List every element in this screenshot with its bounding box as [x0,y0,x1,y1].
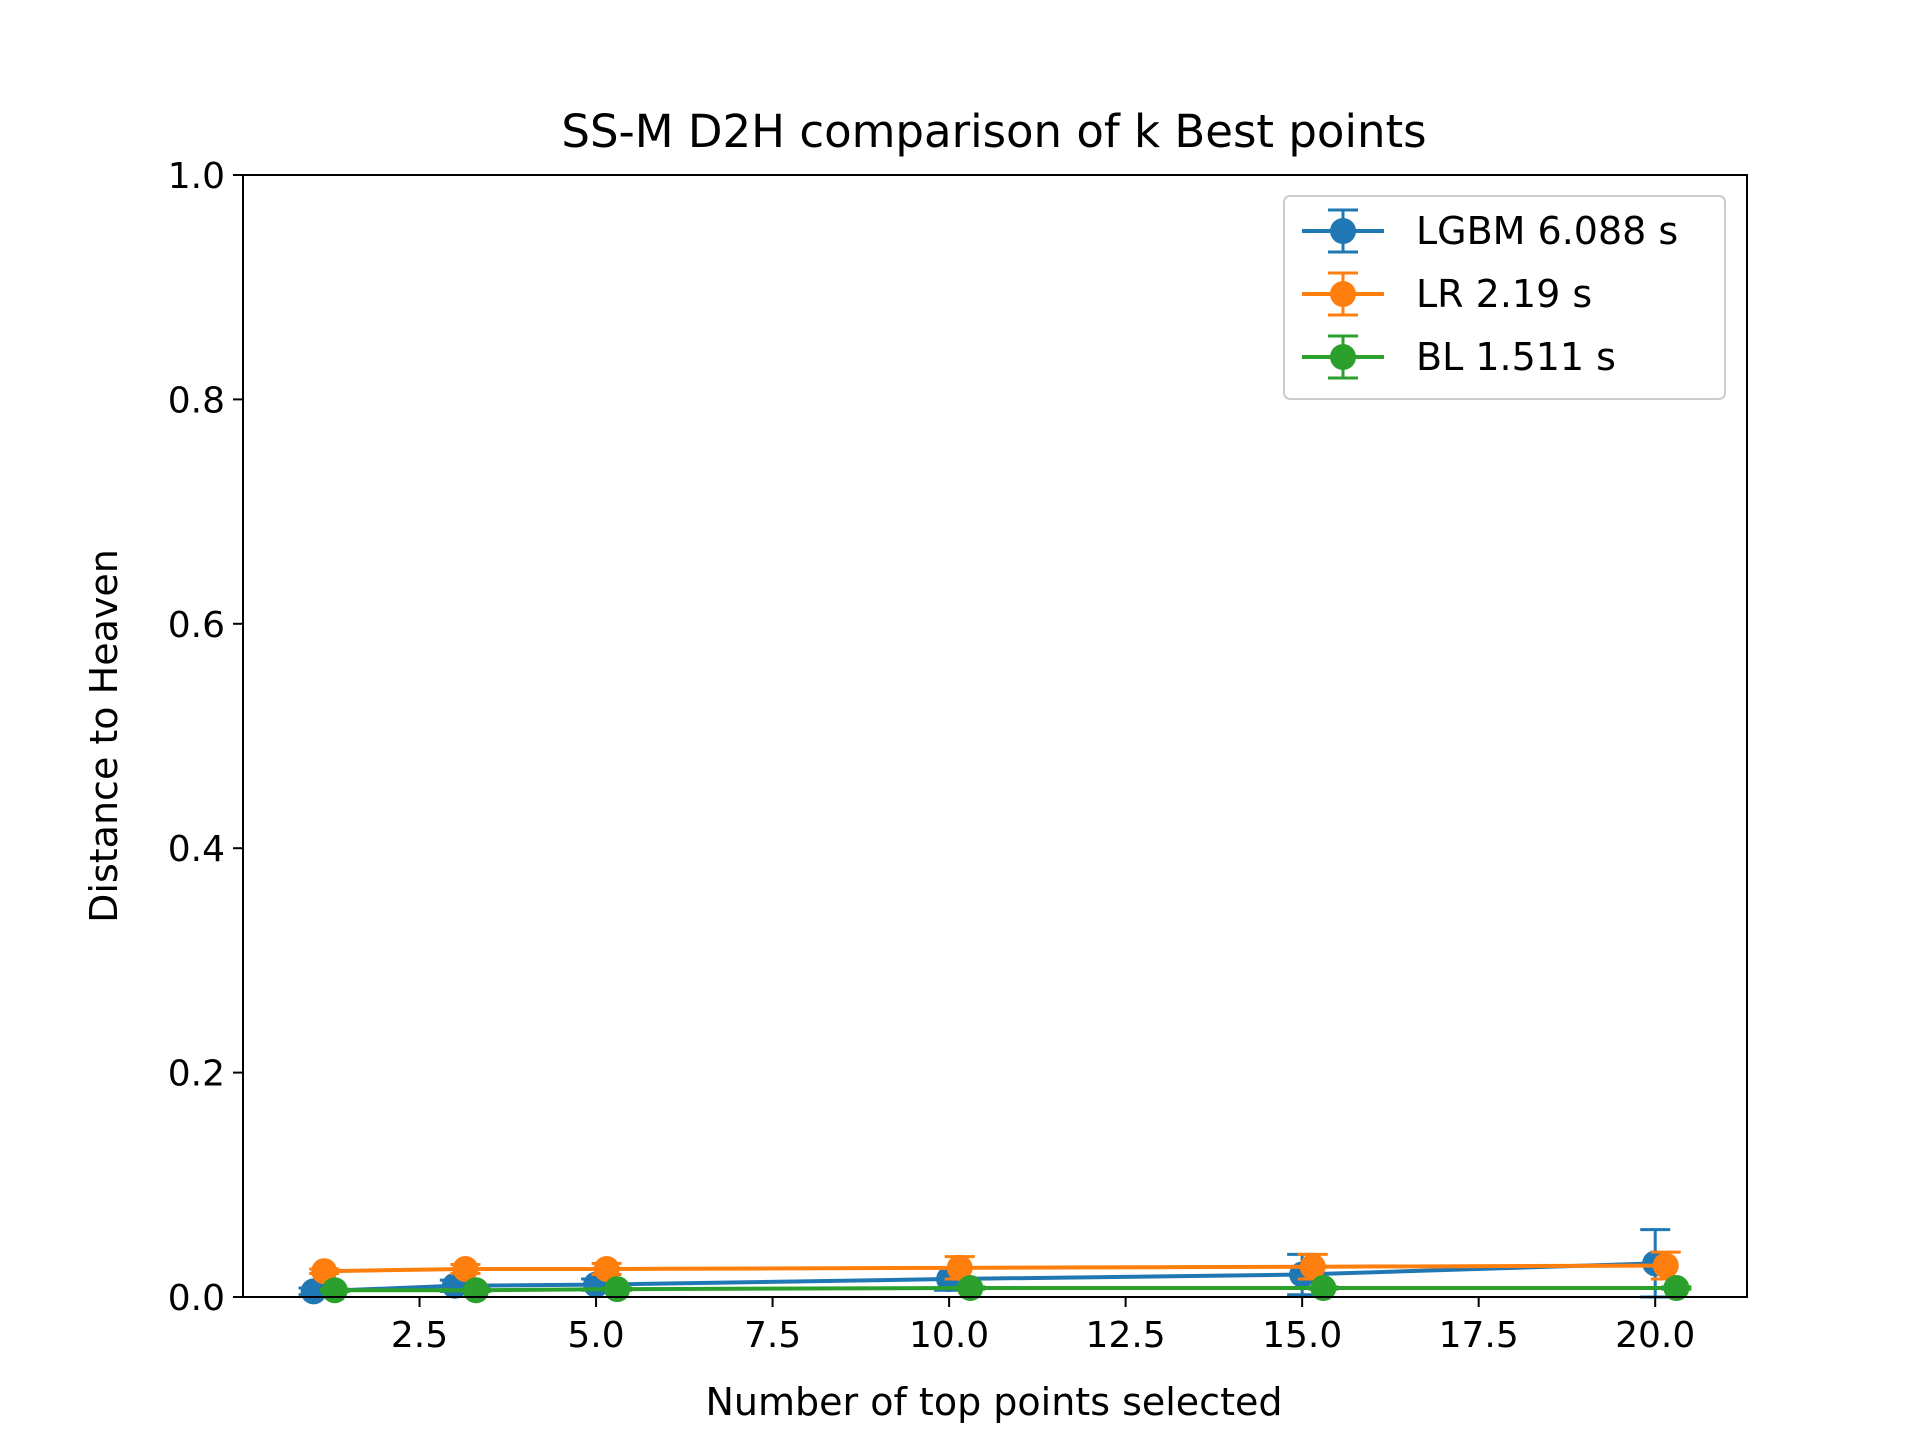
data-point [321,1277,348,1304]
data-point [463,1277,490,1304]
legend-marker [1330,218,1356,244]
legend-entry: BL 1.511 s [1302,334,1616,380]
data-point [593,1255,620,1282]
legend-entry: LGBM 6.088 s [1302,208,1678,254]
x-tick-label: 2.5 [391,1315,448,1356]
x-tick-label: 12.5 [1086,1315,1166,1356]
series-line [313,1261,1656,1294]
data-point [604,1276,631,1303]
data-point [946,1254,973,1281]
series-1 [309,1250,1681,1285]
data-point [452,1255,479,1282]
y-tick-label: 0.4 [168,829,225,870]
legend-label: LR 2.19 s [1416,272,1592,316]
chart-title: SS-M D2H comparison of k Best points [561,105,1426,158]
legend-entry: LR 2.19 s [1302,271,1592,317]
x-tick-label: 5.0 [567,1315,624,1356]
legend-label: BL 1.511 s [1416,335,1616,379]
legend: LGBM 6.088 s LR 2.19 s BL 1.511 s [1283,195,1726,400]
y-tick-label: 0.6 [168,605,225,646]
x-tick-label: 10.0 [909,1315,989,1356]
series-line [324,1263,1666,1274]
x-tick-label: 20.0 [1615,1315,1695,1356]
x-axis: 2.5 5.0 7.5 10.0 12.5 15.0 17.5 20.0 [391,1297,1695,1356]
y-tick-label: 1.0 [168,156,225,197]
data-point [957,1275,984,1302]
y-axis: 0.0 0.2 0.4 0.6 0.8 1.0 [168,156,243,1319]
y-tick-label: 0.2 [168,1054,225,1095]
plot-area [298,1228,1692,1305]
x-tick-label: 7.5 [744,1315,801,1356]
y-axis-label: Distance to Heaven [82,549,126,923]
y-tick-label: 0.8 [168,380,225,421]
legend-marker [1330,344,1356,370]
data-point [1663,1275,1690,1302]
data-point [311,1258,338,1285]
x-tick-label: 17.5 [1439,1315,1519,1356]
data-point [1652,1252,1679,1279]
series-line [334,1286,1677,1293]
plot-frame [242,174,1748,1298]
x-axis-label: Number of top points selected [706,1380,1283,1424]
legend-marker [1330,281,1356,307]
series-2 [319,1275,1692,1304]
legend-frame [1283,195,1726,400]
data-point [1299,1253,1326,1280]
x-tick-label: 15.0 [1262,1315,1342,1356]
legend-label: LGBM 6.088 s [1416,209,1678,253]
data-point [1310,1275,1337,1302]
y-tick-label: 0.0 [168,1278,225,1319]
